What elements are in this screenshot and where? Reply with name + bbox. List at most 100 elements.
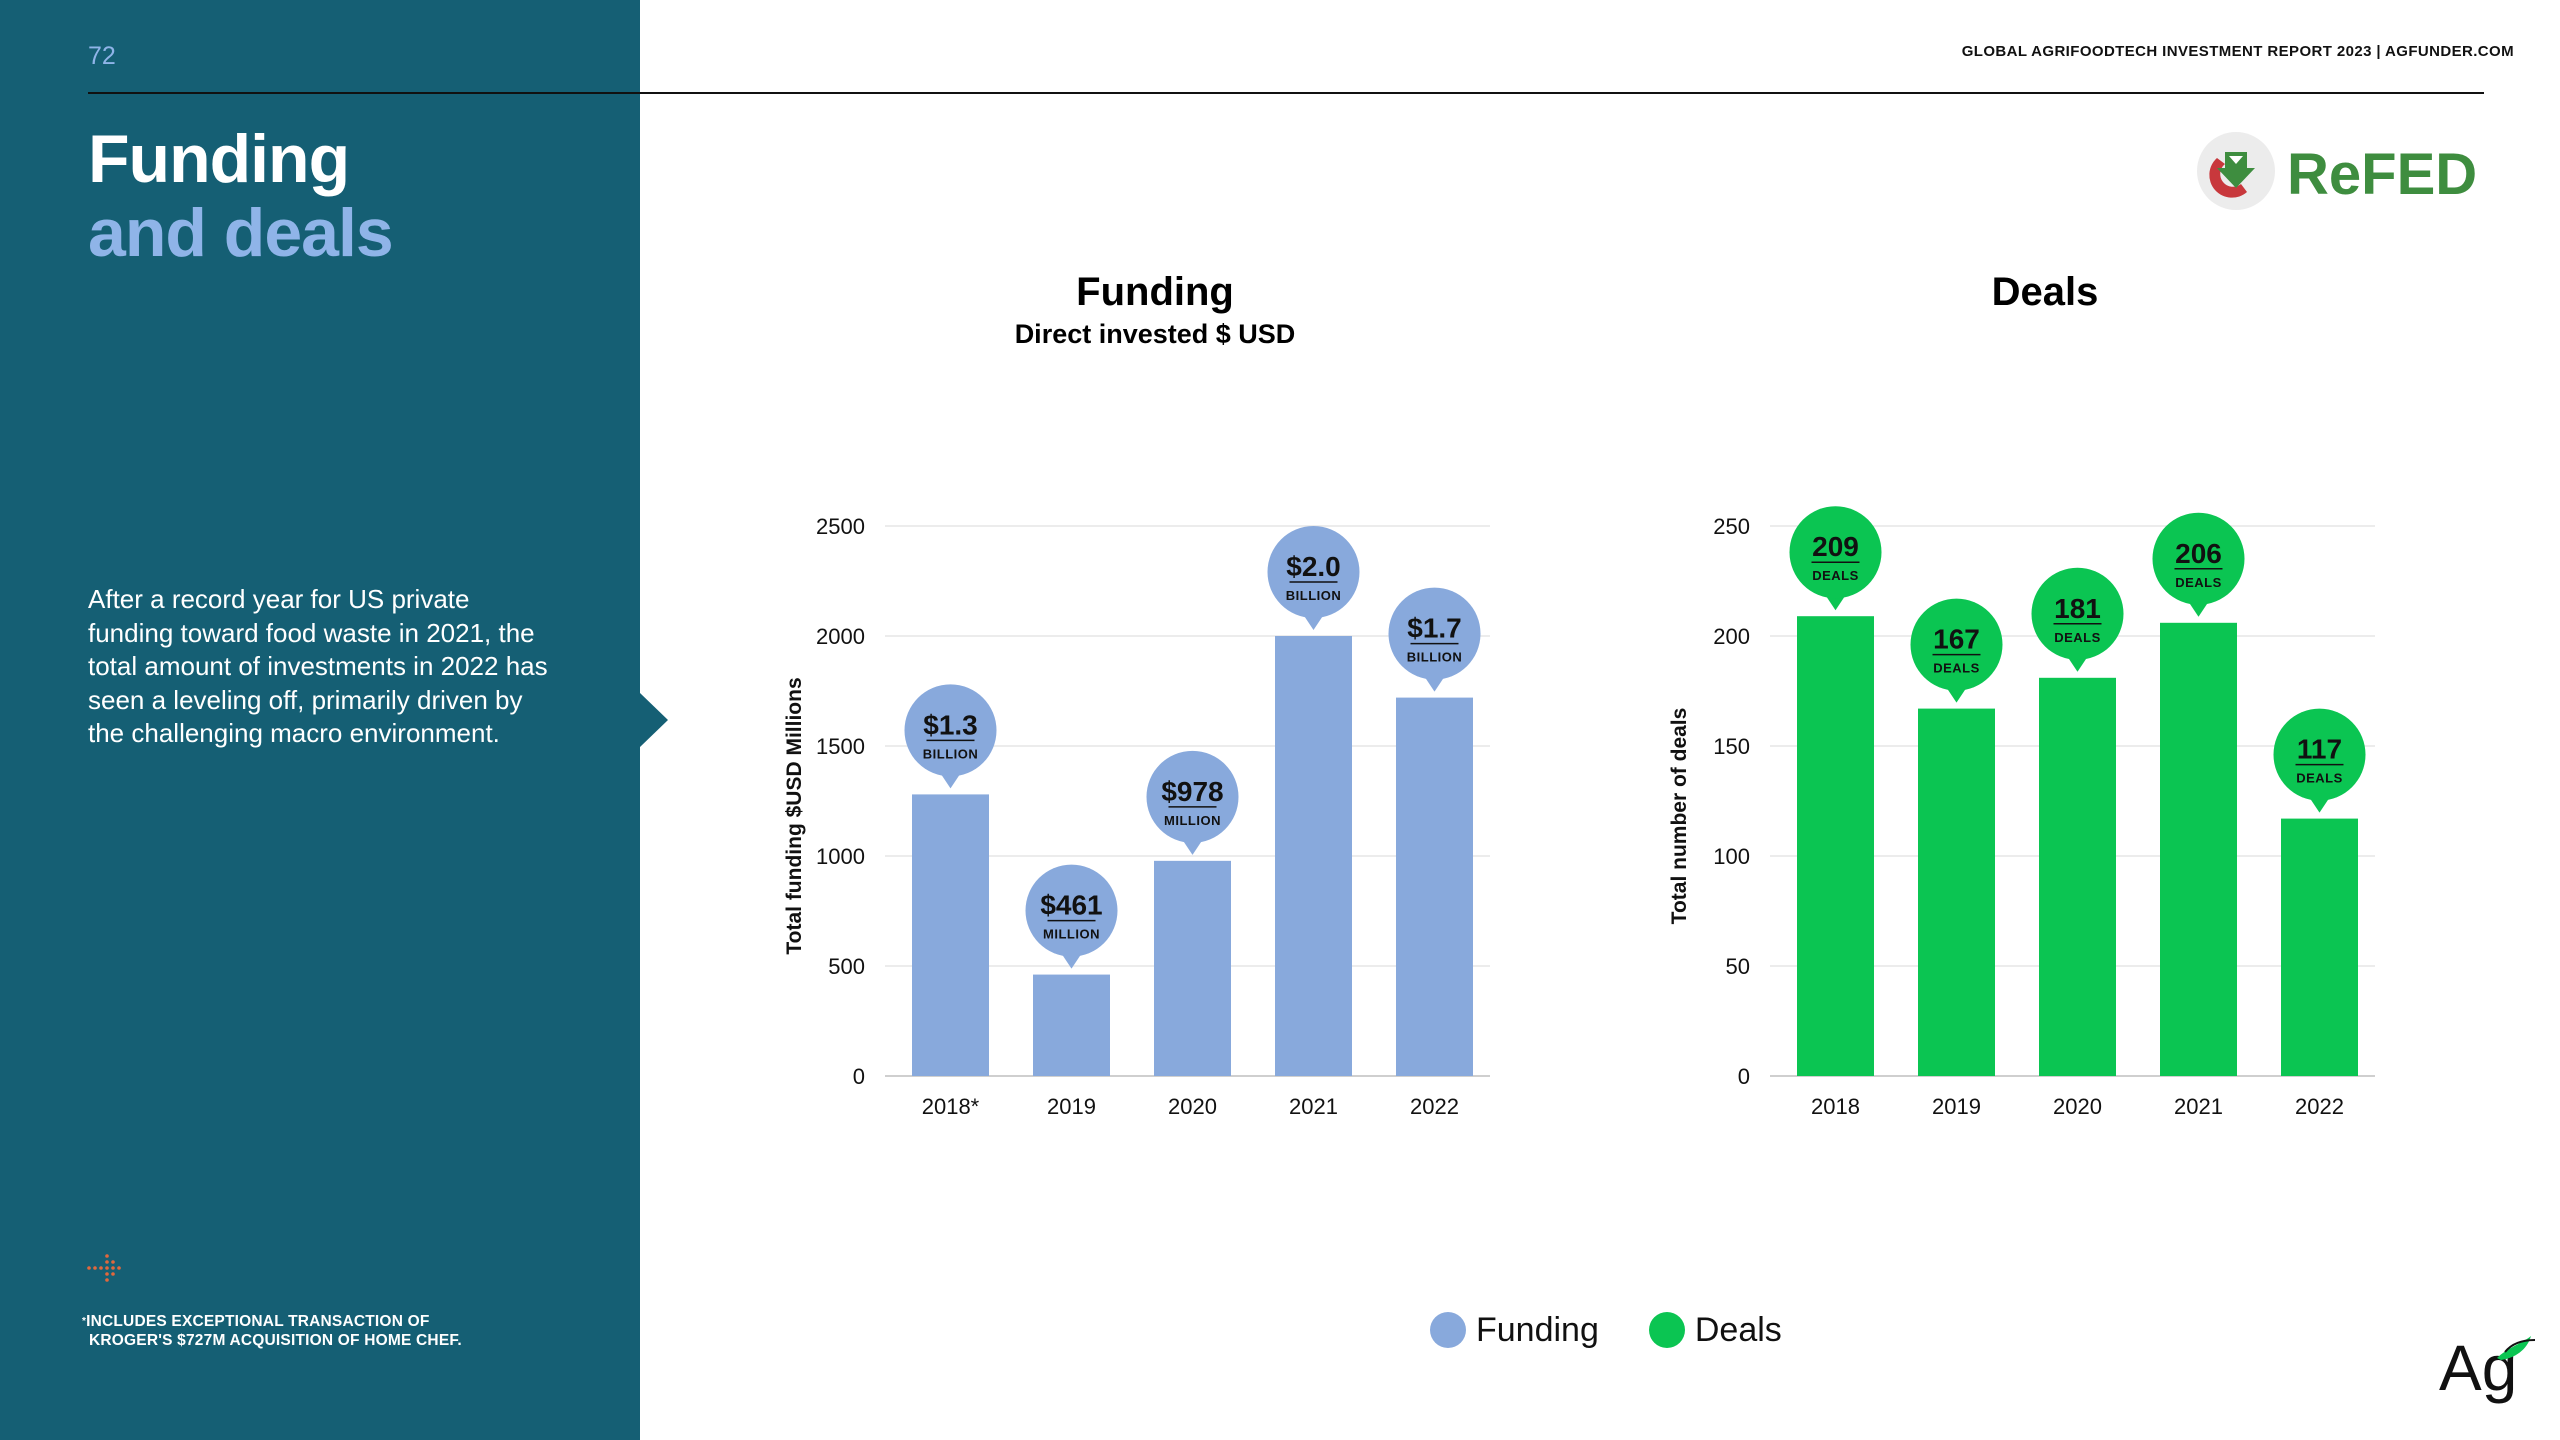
agfunder-logo: Ag <box>2435 1318 2545 1423</box>
deals-bar <box>2160 622 2237 1076</box>
funding-data-bubble: $1.7 BILLION <box>1388 587 1481 692</box>
funding-xtick-label: 2018* <box>922 1094 980 1119</box>
deals-bar <box>1918 708 1995 1076</box>
report-header: GLOBAL AGRIFOODTECH INVESTMENT REPORT 20… <box>1961 43 2514 60</box>
funding-bar <box>1275 636 1352 1076</box>
dots-arrow-icon <box>86 1253 126 1288</box>
page-title-line1: Funding <box>88 121 350 197</box>
deals-data-label-unit: DEALS <box>1812 568 1859 583</box>
deals-bar <box>2281 818 2358 1076</box>
funding-data-label-unit: MILLION <box>1164 813 1221 828</box>
funding-bar <box>1033 974 1110 1076</box>
deals-bubble-circle <box>2152 512 2245 605</box>
deals-bubble-circle <box>2031 567 2124 660</box>
deals-ytick-label: 50 <box>1726 954 1750 979</box>
footnote: *INCLUDES EXCEPTIONAL TRANSACTION OF KRO… <box>82 1312 462 1350</box>
funding-data-bubble: $2.0 BILLION <box>1267 526 1360 630</box>
funding-bubble-circle <box>1025 864 1118 957</box>
page-title: Funding and deals <box>88 121 394 271</box>
deals-bar <box>2039 677 2116 1076</box>
deals-ytick-label: 150 <box>1713 734 1750 759</box>
funding-data-bubble: $978 MILLION <box>1146 750 1239 855</box>
deals-data-label-value: 206 <box>2175 538 2222 569</box>
deals-data-bubble: 209 DEALS <box>1789 506 1882 611</box>
funding-data-label-unit: BILLION <box>1407 650 1463 665</box>
deals-chart: 0 50 100 150 200 250 Total number of deals 2018… <box>1668 506 2375 1119</box>
funding-data-bubble: $1.3 BILLION <box>904 684 997 789</box>
deals-xtick-label: 2020 <box>2053 1094 2102 1119</box>
funding-data-label-value: $1.3 <box>923 709 978 740</box>
sidebar-pointer <box>640 693 668 747</box>
deals-ytick-label: 250 <box>1713 514 1750 539</box>
footnote-line2: KROGER'S $727M ACQUISITION OF HOME CHEF. <box>89 1332 462 1349</box>
deals-bar <box>1797 616 1874 1076</box>
deals-data-label-unit: DEALS <box>2175 575 2222 590</box>
deals-data-label-value: 209 <box>1812 531 1859 562</box>
legend-label-deals: Deals <box>1694 1310 1782 1349</box>
funding-data-bubble: $461 MILLION <box>1025 864 1118 969</box>
deals-ytick-label: 0 <box>1738 1064 1750 1089</box>
deals-data-label-value: 167 <box>1933 624 1980 655</box>
funding-ytick-label: 0 <box>853 1064 865 1089</box>
deals-data-bubble: 181 DEALS <box>2031 567 2124 672</box>
funding-data-label-unit: BILLION <box>923 746 979 761</box>
intro-text: After a record year for US private fundi… <box>88 584 548 748</box>
deals-xtick-label: 2018 <box>1811 1094 1860 1119</box>
funding-ytick-label: 2500 <box>816 514 865 539</box>
funding-bubble-circle <box>904 684 997 777</box>
footnote-marker: * <box>82 1316 87 1327</box>
deals-ylabel: Total number of deals <box>1668 708 1691 925</box>
funding-ytick-label: 2000 <box>816 624 865 649</box>
deals-data-label-unit: DEALS <box>1933 661 1980 676</box>
funding-xtick-label: 2020 <box>1168 1094 1217 1119</box>
header-divider <box>88 92 2484 94</box>
funding-bubble-circle <box>1388 587 1481 680</box>
legend-label-funding: Funding <box>1476 1310 1599 1349</box>
deals-bubble-circle <box>1789 506 1882 599</box>
deals-ytick-label: 100 <box>1713 844 1750 869</box>
funding-bubble-circle <box>1267 526 1360 618</box>
deals-chart-title: Deals <box>1795 270 2295 315</box>
deals-ytick-label: 200 <box>1713 624 1750 649</box>
page-title-line2: and deals <box>88 195 394 271</box>
funding-data-label-unit: BILLION <box>1286 588 1342 603</box>
funding-bar <box>1154 860 1231 1076</box>
deals-bubble-circle <box>1910 598 2003 691</box>
footnote-line1: INCLUDES EXCEPTIONAL TRANSACTION OF <box>86 1313 430 1330</box>
funding-subtitle: Direct invested $ USD <box>1014 319 1296 349</box>
deals-bubble-circle <box>2273 708 2366 801</box>
funding-data-label-value: $2.0 <box>1286 551 1341 582</box>
deals-data-bubble: 206 DEALS <box>2152 512 2245 617</box>
funding-chart: 0 500 1000 1500 2000 2500 Total funding $USD M… <box>783 514 1490 1119</box>
legend-item-funding: Funding <box>1430 1311 1599 1350</box>
funding-data-label-value: $461 <box>1040 890 1102 921</box>
legend-dot-funding <box>1430 1312 1466 1348</box>
legend-item-deals: Deals <box>1648 1310 1782 1350</box>
refed-logo: ReFED <box>2195 130 2495 217</box>
funding-ytick-label: 500 <box>828 954 865 979</box>
deals-data-bubble: 117 DEALS <box>2273 708 2366 813</box>
funding-xtick-label: 2022 <box>1410 1094 1459 1119</box>
page-number: 72 <box>88 42 116 70</box>
funding-data-label-unit: MILLION <box>1043 927 1100 942</box>
deals-xtick-label: 2019 <box>1932 1094 1981 1119</box>
deals-xtick-label: 2021 <box>2174 1094 2223 1119</box>
funding-xtick-label: 2019 <box>1047 1094 1096 1119</box>
deals-data-label-unit: DEALS <box>2296 771 2343 786</box>
agfunder-logo-text: Ag <box>2439 1332 2517 1404</box>
deals-data-label-unit: DEALS <box>2054 630 2101 645</box>
funding-data-label-value: $1.7 <box>1407 613 1462 644</box>
funding-ytick-label: 1500 <box>816 734 865 759</box>
legend-dot-deals <box>1648 1312 1685 1348</box>
sidebar-panel <box>0 0 640 1440</box>
funding-chart-title: Funding Direct invested $ USD <box>905 270 1405 350</box>
funding-xtick-label: 2021 <box>1289 1094 1338 1119</box>
deals-data-label-value: 181 <box>2054 593 2101 624</box>
deals-data-label-value: 117 <box>2297 734 2342 765</box>
deals-data-bubble: 167 DEALS <box>1910 598 2003 703</box>
deals-xtick-label: 2022 <box>2295 1094 2344 1119</box>
funding-ylabel: Total funding $USD Millions <box>783 677 806 954</box>
funding-bubble-circle <box>1146 750 1239 843</box>
refed-logo-text: ReFED <box>2287 142 2477 207</box>
deals-title: Deals <box>1991 270 2099 314</box>
